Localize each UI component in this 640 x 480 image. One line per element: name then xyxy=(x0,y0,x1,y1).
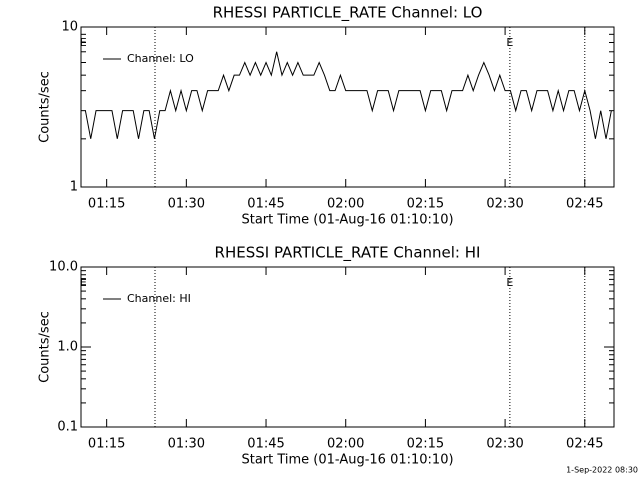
x-tick-label: 02:15 xyxy=(407,197,444,212)
footer: 1-Sep-2022 08:30 xyxy=(566,466,638,475)
plot-frame xyxy=(80,26,615,188)
x-axis-label: Start Time (01-Aug-16 01:10:10) xyxy=(241,453,453,468)
legend-label: Channel: LO xyxy=(127,52,194,65)
x-tick-label: 02:45 xyxy=(566,197,603,212)
event-label: E xyxy=(506,36,513,49)
x-tick-label: 01:45 xyxy=(247,197,284,212)
chart-title: RHESSI PARTICLE_RATE Channel: LO xyxy=(213,4,483,23)
x-tick-label: 02:15 xyxy=(407,437,444,452)
y-axis-label: Counts/sec xyxy=(38,71,53,143)
event-label: E xyxy=(506,276,513,289)
y-axis-label: Counts/sec xyxy=(38,311,53,383)
x-tick-label: 01:30 xyxy=(168,437,205,452)
x-tick-label: 01:30 xyxy=(168,197,205,212)
event-label: E xyxy=(80,276,87,289)
x-tick-label: 01:15 xyxy=(88,197,125,212)
x-tick-label: 02:00 xyxy=(327,437,364,452)
x-tick-label: 02:45 xyxy=(566,437,603,452)
y-tick-label: 10.0 xyxy=(49,260,78,275)
data-line xyxy=(84,51,612,139)
x-tick-label: 01:15 xyxy=(88,437,125,452)
x-tick-label: 02:30 xyxy=(486,437,523,452)
x-axis-label: Start Time (01-Aug-16 01:10:10) xyxy=(241,213,453,228)
event-label: E xyxy=(80,36,87,49)
x-tick-label: 02:00 xyxy=(327,197,364,212)
x-tick-label: 01:45 xyxy=(247,437,284,452)
y-tick-label: 1.0 xyxy=(57,340,78,355)
y-tick-label: 10 xyxy=(61,20,78,35)
y-tick-label: 0.1 xyxy=(57,420,78,435)
y-tick-label: 1 xyxy=(70,180,78,195)
plot-frame xyxy=(80,266,615,428)
legend-label: Channel: HI xyxy=(127,292,191,305)
chart-title: RHESSI PARTICLE_RATE Channel: HI xyxy=(215,244,481,263)
x-tick-label: 02:30 xyxy=(486,197,523,212)
